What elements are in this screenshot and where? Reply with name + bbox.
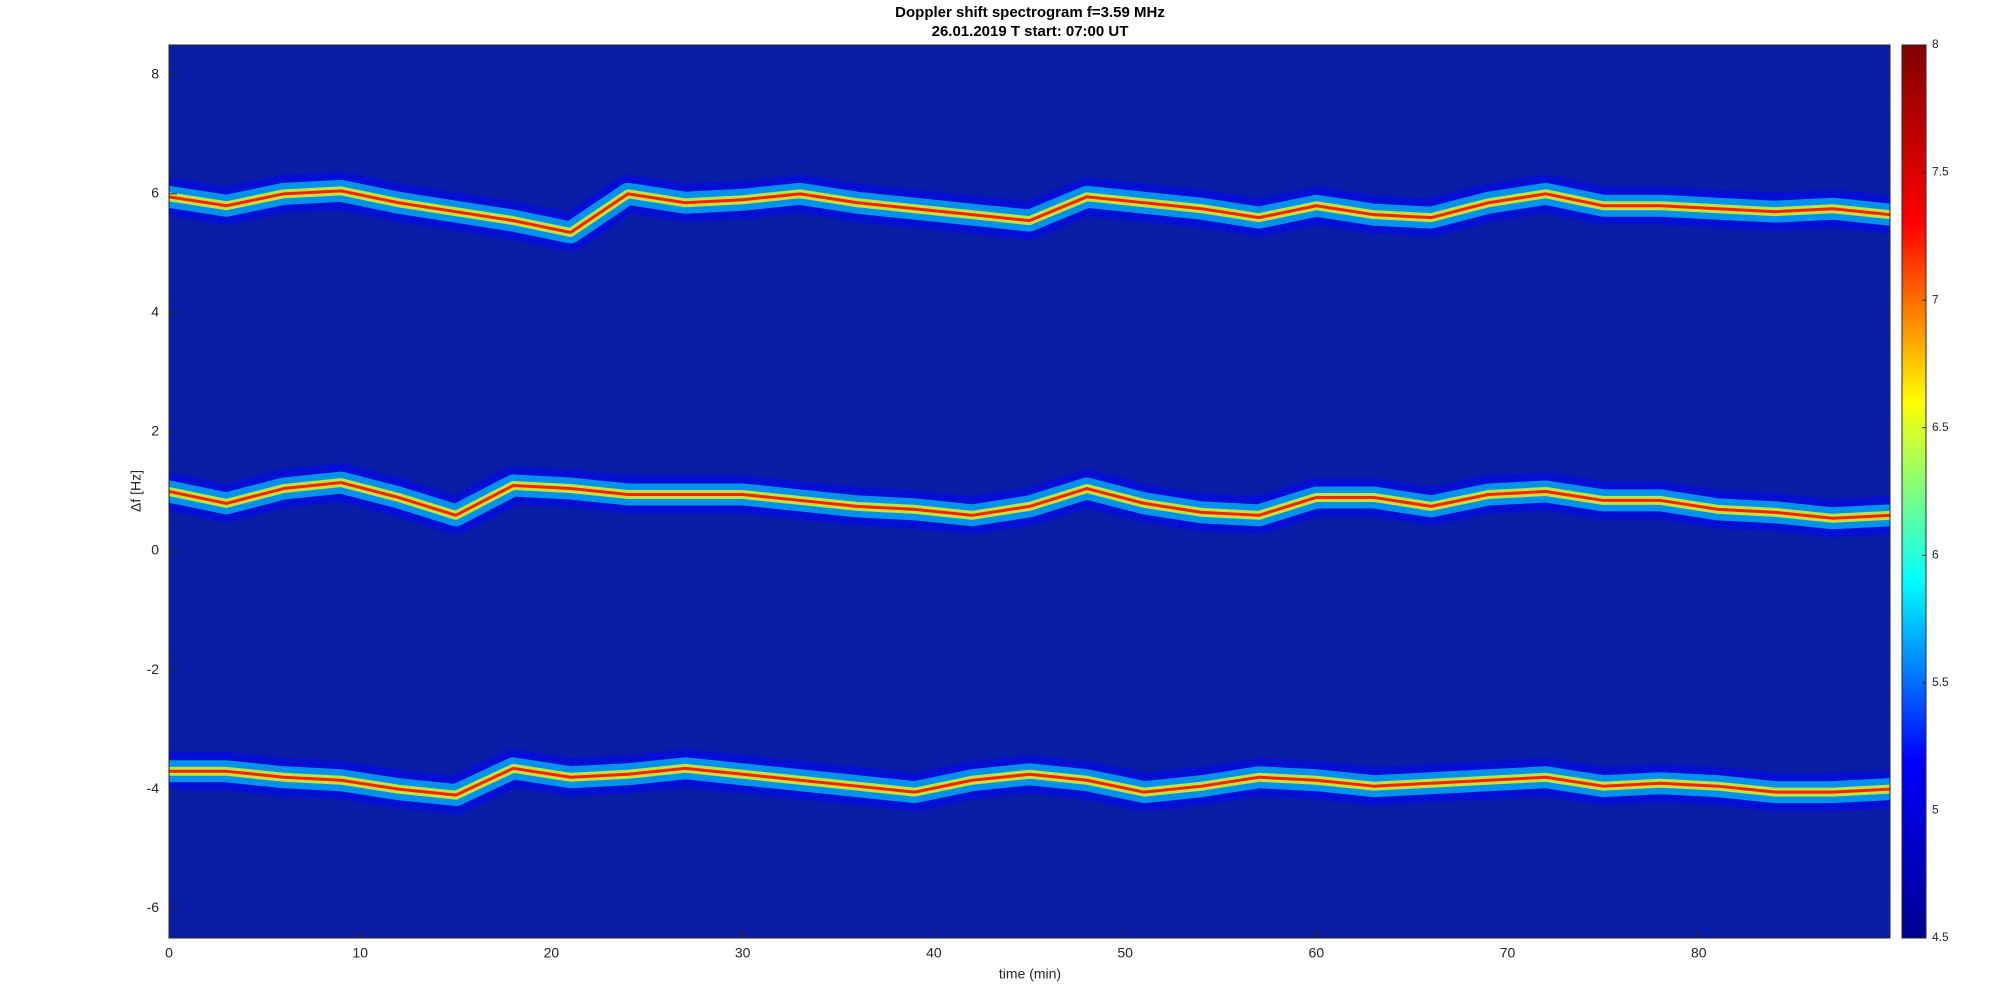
x-tick-label: 80 — [1691, 945, 1707, 961]
y-tick-label: 4 — [151, 304, 159, 320]
plot-frame — [168, 44, 1891, 939]
colorbar-tick-label: 6 — [1932, 547, 1939, 561]
y-tick-label: -6 — [147, 899, 160, 915]
x-tick-label: 0 — [165, 945, 173, 961]
colorbar-tick-label: 7.5 — [1932, 165, 1949, 179]
chart-title: Doppler shift spectrogram f=3.59 MHz — [895, 4, 1165, 21]
colorbar-tick-label: 6.5 — [1932, 420, 1949, 434]
x-tick-label: 20 — [544, 945, 560, 961]
x-axis-label: time (min) — [999, 966, 1061, 982]
x-tick-label: 60 — [1309, 945, 1325, 961]
colorbar-tick-label: 7 — [1932, 292, 1939, 306]
trace-line — [169, 766, 1890, 797]
colorbar-tick-label: 8 — [1932, 37, 1939, 51]
y-tick-label: 2 — [151, 423, 159, 439]
y-tick-label: -2 — [147, 661, 160, 677]
colorbar-tick-label: 4.5 — [1932, 930, 1949, 944]
traces — [169, 171, 1890, 815]
colorbar-tick-label: 5.5 — [1932, 675, 1949, 689]
y-tick-label: -4 — [147, 780, 160, 796]
x-tick-label: 40 — [926, 945, 942, 961]
chart-subtitle: 26.01.2019 T start: 07:00 UT — [932, 23, 1129, 40]
x-tick-label: 70 — [1500, 945, 1516, 961]
y-axis-label: Δf [Hz] — [128, 470, 144, 512]
trace-line — [169, 481, 1890, 520]
x-tick-label: 10 — [352, 945, 368, 961]
x-tick-label: 50 — [1117, 945, 1133, 961]
colorbar-tick-label: 5 — [1932, 803, 1939, 817]
colorbar — [1901, 44, 1927, 939]
trace-line — [169, 189, 1890, 235]
y-tick-label: 0 — [151, 542, 159, 558]
x-tick-label: 30 — [735, 945, 751, 961]
y-tick-label: 6 — [151, 185, 159, 201]
y-tick-label: 8 — [151, 65, 159, 81]
